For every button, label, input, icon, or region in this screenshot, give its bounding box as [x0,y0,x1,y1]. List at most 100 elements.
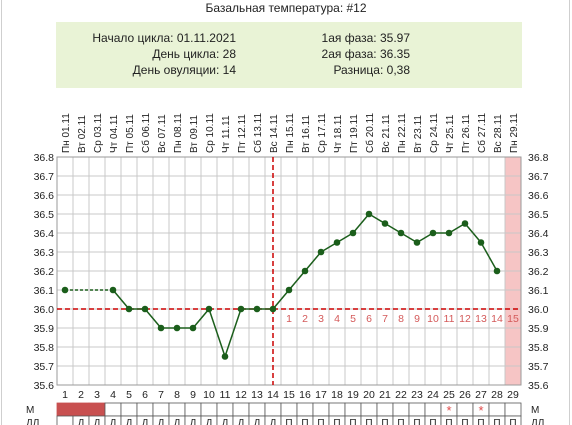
phase2-day-number: 13 [475,313,487,325]
y-tick-label: 36.4 [34,228,55,240]
temperature-point [61,286,69,294]
temperature-segment [464,223,482,243]
row2-value: П [509,418,516,425]
menstruation-cell [104,402,122,417]
row2-value: Д [254,418,261,425]
date-label: Пт 19.11 [349,114,360,153]
y-tick-label-right: 36.8 [528,152,549,164]
menstruation-cell [360,402,378,417]
temperature-segment [112,289,130,310]
day-number: 12 [235,389,247,401]
phase2-day-number: 6 [366,313,372,325]
temperature-point [109,286,117,294]
day-number: 27 [475,389,487,401]
temperature-point [365,210,373,218]
menstruation-cell [456,402,474,417]
day-number: 24 [427,389,439,401]
menstruation-cell [232,402,250,417]
date-label: Чт 04.11 [109,114,120,153]
temperature-point [157,324,165,332]
y-tick-label: 35.8 [34,342,55,354]
phase2-day-number: 8 [398,313,404,325]
y-tick-label-right: 36.5 [528,209,549,221]
day-number: 25 [443,389,455,401]
phase2-day-number: 4 [334,313,340,325]
date-label: Вс 28.11 [493,114,504,153]
temperature-point [141,305,149,313]
menstruation-cell [312,402,330,417]
cycle-start-text: Начало цикла: 01.11.2021 [92,31,236,45]
left-edge-line [1,0,2,425]
date-label: Ср 03.11 [93,113,104,153]
y-tick-label-right: 36.2 [528,266,549,278]
temperature-segment [288,270,306,291]
menstruation-cell [424,402,442,417]
date-label: Сб 13.11 [252,113,264,153]
y-tick-label: 35.6 [34,380,55,392]
menstruation-cell [216,402,234,417]
temperature-point [253,305,261,313]
date-label: Вс 14.11 [269,114,280,153]
menstruation-cell [376,402,394,417]
temperature-point [461,220,469,227]
row2-value: Д [238,418,245,425]
phase2-day-number: 15 [507,313,519,325]
temperature-point [317,248,325,256]
row2-value: Д [174,418,181,425]
y-tick-label-right: 35.6 [528,380,549,392]
row2-value: П [333,418,340,425]
phase2-day-number: 7 [382,313,388,325]
phase2-day-number: 5 [350,313,356,325]
menstruation-cell [136,402,154,417]
date-label: Вс 07.11 [157,114,168,153]
phase2-day-number: 3 [318,313,324,325]
day-number: 22 [395,389,407,401]
menstruation-cell [168,402,186,417]
row2-value: Д [126,418,133,425]
cycle-day-text: День цикла: 28 [152,47,236,61]
row2-value: П [429,418,436,425]
ovulation-day-text: День овуляции: 14 [132,63,236,77]
date-label: Пт 05.11 [125,114,136,153]
temperature-segment [480,242,498,272]
row2-value: Д [206,418,213,425]
temperature-point [269,305,277,313]
temperature-point [125,305,133,313]
temperature-point [205,305,213,313]
menstruation-cell [200,402,218,417]
menstruation-cell [504,402,522,417]
temperature-segment [192,308,210,329]
row2-value: П [317,418,324,425]
y-tick-label: 36.7 [34,171,55,183]
temperature-segment [224,308,242,357]
menstruation-cell [280,402,298,417]
temperature-segment [304,251,322,272]
difference-text: Разница: 0,38 [333,63,410,77]
temperature-point [221,353,229,360]
row2-cell [56,415,74,425]
y-tick-label: 35.7 [34,361,55,373]
temperature-point [349,229,357,237]
menstruation-cell [328,402,346,417]
row2-value: П [445,418,452,425]
row2-value: Д [190,418,197,425]
day-number: 26 [459,389,471,401]
menstruation-cell [152,402,170,417]
phase2-day-number: 9 [414,313,420,325]
right-edge-line [569,0,570,425]
temperature-point [285,286,293,294]
y-tick-label-right: 36.7 [528,171,549,183]
temperature-point [237,305,245,313]
day-number: 3 [94,389,100,401]
day-number: 8 [174,389,180,401]
temperature-point [333,239,341,246]
temperature-point [301,267,309,275]
day-number: 4 [110,389,116,401]
menstruation-cell [408,402,426,417]
temperature-point [173,324,181,332]
day-number: 9 [190,389,196,401]
row2-value: П [365,418,372,425]
day-number: 13 [251,389,263,401]
date-label: Ср 17.11 [317,113,328,153]
